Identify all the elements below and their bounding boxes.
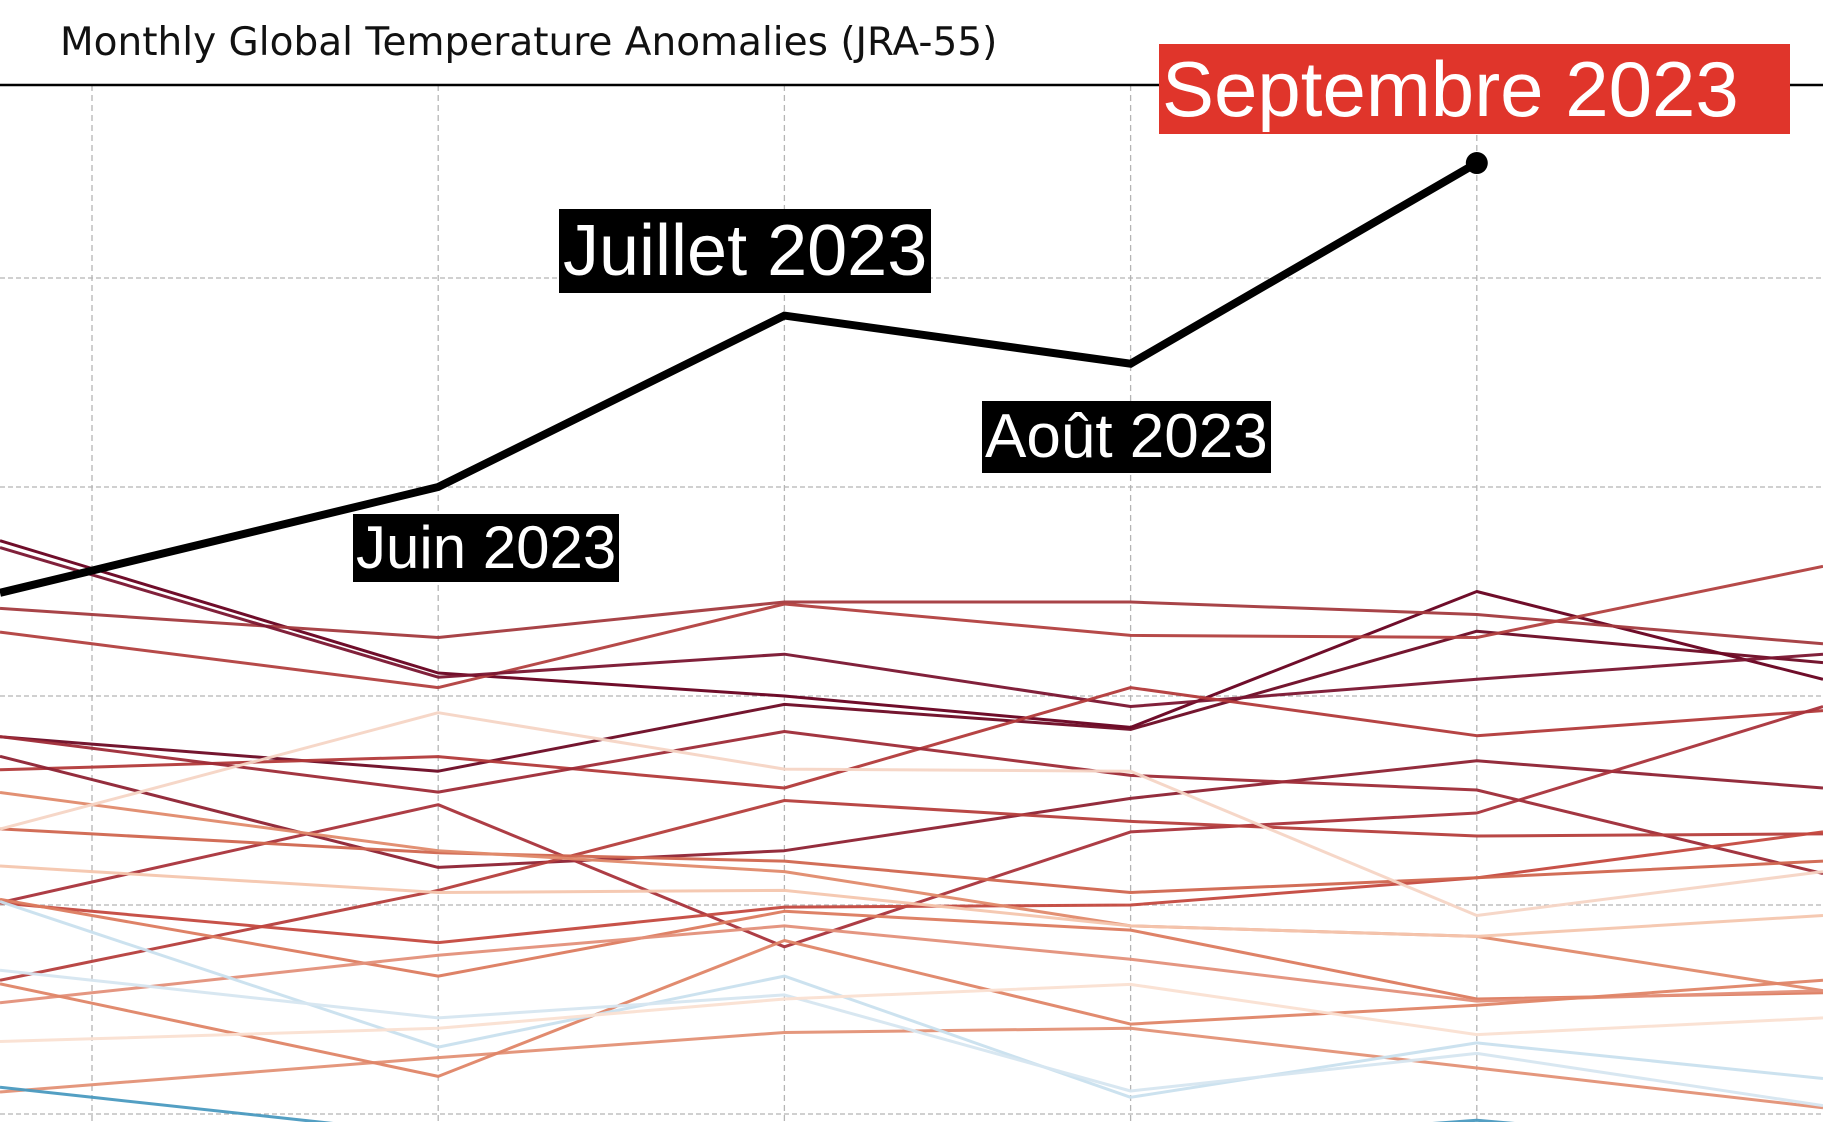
series-line-2 (0, 600, 1823, 646)
series-line-8 (0, 705, 1823, 949)
series-line-1 (0, 629, 1823, 773)
series-line-6 (0, 754, 1823, 869)
highlight-series (0, 152, 1488, 597)
series-line-9 (0, 799, 1823, 982)
series-line-11 (0, 827, 1823, 894)
background-series (0, 539, 1823, 1122)
series-line-16 (0, 939, 1823, 1078)
series-line-0 (0, 539, 1823, 729)
annotation-june-2023: Juin 2023 (353, 514, 620, 582)
highlight-line-2023 (0, 159, 1479, 597)
series-line-3 (0, 564, 1823, 690)
chart-title: Monthly Global Temperature Anomalies (JR… (60, 20, 998, 65)
series-line-21 (0, 968, 1823, 1108)
series-line-19 (0, 900, 1823, 1099)
series-line-20 (0, 1085, 1515, 1122)
series-line-22 (0, 982, 1823, 1043)
series-line-14 (0, 924, 1823, 1005)
series-line-18 (0, 711, 1823, 917)
series-line-12 (0, 791, 1823, 993)
series-line-7 (0, 730, 1823, 876)
series-line-17 (0, 864, 1823, 938)
highlight-end-marker (1465, 152, 1488, 175)
annotation-july-2023: Juillet 2023 (559, 209, 932, 293)
series-line-4 (0, 546, 1823, 708)
annotation-september-2023: Septembre 2023 (1159, 44, 1790, 134)
series-line-10 (0, 830, 1823, 945)
annotation-august-2023: Août 2023 (982, 401, 1271, 473)
series-line-15 (0, 1026, 1823, 1110)
series-line-13 (0, 897, 1823, 1001)
series-line-5 (0, 686, 1823, 790)
